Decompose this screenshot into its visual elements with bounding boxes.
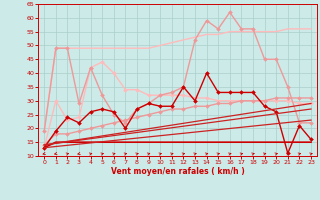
X-axis label: Vent moyen/en rafales ( km/h ): Vent moyen/en rafales ( km/h ) [111,167,244,176]
